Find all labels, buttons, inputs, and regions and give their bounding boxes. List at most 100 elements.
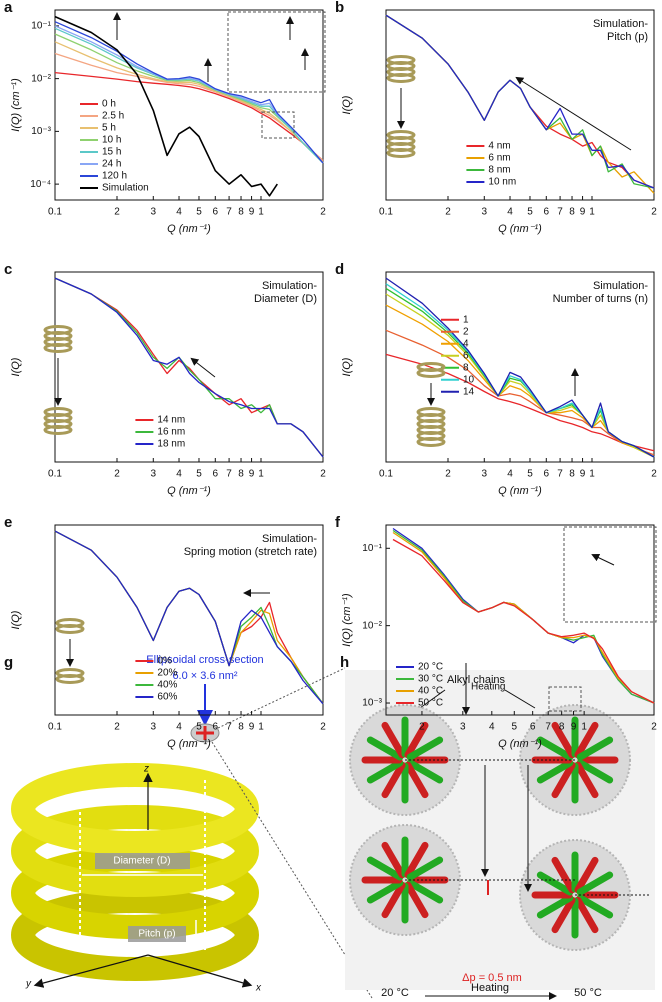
x-tick-label: 8 [569, 207, 575, 218]
helix-icon [43, 343, 73, 353]
plot-frame [385, 9, 655, 201]
x-tick-label: 1 [258, 469, 264, 480]
x-tick-label: 2 [651, 722, 657, 733]
panel-label: b [335, 0, 344, 16]
y-axis-label: I(Q) [10, 357, 22, 376]
x-tick-label: 2 [114, 469, 120, 480]
series-line [54, 15, 278, 197]
axis-label: x [255, 983, 262, 994]
y-tick-label: 10⁻¹ [31, 21, 51, 32]
chart-panel: f 2 3 4 5 6 7 8 9 1 2 10⁻³ 10⁻² 10⁻¹ Q (nm⁻¹) I(Q) (cm⁻… [335, 514, 657, 750]
panel-label: c [4, 261, 12, 278]
x-tick-label: 9 [249, 469, 255, 480]
legend-label: 14 nm [157, 415, 185, 426]
x-tick-label: 1 [589, 207, 595, 218]
x-tick-label: 1 [589, 469, 595, 480]
legend-label: 20% [157, 668, 177, 679]
plot-frame [385, 271, 655, 463]
legend-label: 6 nm [488, 153, 510, 164]
series-line [54, 71, 324, 161]
x-tick-label: 8 [569, 469, 575, 480]
x-tick-label: 2 [651, 469, 657, 480]
legend-label: Simulation [102, 183, 149, 194]
cross-section-label: Ellipsoidal cross-section [146, 654, 263, 666]
alkyl-label: Alkyl chains [447, 674, 506, 686]
x-tick-label: 2 [445, 469, 451, 480]
panel-label: e [4, 514, 12, 531]
x-tick-label: 7 [226, 207, 232, 218]
x-tick-label: 6 [530, 722, 536, 733]
x-tick-label: 5 [196, 207, 202, 218]
pointer [419, 689, 446, 709]
zoom-line [217, 667, 346, 729]
y-axis-label: I(Q) [10, 610, 22, 629]
chain [536, 871, 574, 896]
helix-icon [43, 425, 73, 435]
x-tick-label: 9 [571, 722, 577, 733]
x-axis-label: Q (nm⁻¹) [498, 738, 542, 750]
x-tick-label: 3 [482, 207, 488, 218]
x-axis-label: Q (nm⁻¹) [167, 223, 211, 235]
helix-icon [386, 73, 416, 83]
legend-label: 14 [463, 386, 475, 397]
x-tick-label: 5 [512, 722, 518, 733]
chain [574, 856, 599, 894]
x-tick-label: 2 [114, 722, 120, 733]
x-axis-label: Q (nm⁻¹) [167, 485, 211, 497]
legend-label: 6 [463, 350, 469, 361]
series-line [54, 21, 324, 164]
helix-icon [55, 674, 85, 684]
helix-icon [416, 368, 446, 378]
chain [404, 881, 429, 919]
x-tick-label: 7 [557, 469, 563, 480]
chain [406, 759, 444, 784]
annotation: Number of turns (n) [553, 293, 648, 305]
chain [381, 721, 406, 759]
panel-label: h [340, 654, 349, 671]
y-tick-label: 10⁻¹ [362, 543, 382, 554]
legend-label: 10 nm [488, 177, 516, 188]
x-axis [147, 954, 253, 988]
chain [404, 841, 429, 879]
y-tick-label: 10⁻³ [362, 698, 382, 709]
legend-label: 0% [157, 656, 172, 667]
chain [551, 896, 576, 934]
cross-section-area: 6.0 × 3.6 nm² [172, 670, 237, 682]
annotation: Spring motion (stretch rate) [184, 546, 317, 558]
pitch-label: Pitch (p) [138, 929, 175, 940]
x-tick-label: 0.1 [48, 469, 62, 480]
diameter-label: Diameter (D) [113, 856, 170, 867]
plot-frame [385, 524, 655, 716]
x-axis-label: Q (nm⁻¹) [498, 485, 542, 497]
legend-label: 4 [463, 338, 469, 349]
x-tick-label: 1 [258, 207, 264, 218]
panel-h: h Alkyl chains Δp = 0.5 nm 20 °C Heating… [340, 654, 655, 1000]
series-line [54, 33, 324, 164]
chain [381, 881, 406, 919]
label-box [95, 853, 190, 869]
chain [551, 761, 576, 799]
x-tick-label: 7 [557, 207, 563, 218]
legend-label: 60% [157, 692, 177, 703]
x-tick-label: 2 [419, 722, 425, 733]
series-line [54, 41, 324, 163]
y-tick-label: 10⁻² [31, 73, 51, 84]
trend-arrow [591, 553, 615, 566]
y-axis-label: I(Q) (cm⁻¹) [10, 78, 22, 132]
chain [551, 856, 576, 894]
chain [551, 721, 576, 759]
series-line [54, 27, 324, 164]
x-tick-label: 2 [445, 207, 451, 218]
series-line [385, 277, 655, 458]
legend-label: 15 h [102, 147, 121, 158]
x-tick-label: 6 [544, 469, 550, 480]
panel-label: g [4, 654, 13, 671]
x-tick-label: 3 [482, 469, 488, 480]
y-tick-label: 10⁻⁴ [30, 179, 51, 190]
annotation: Diameter (D) [254, 293, 317, 305]
chain [366, 759, 404, 784]
trend-arrow [515, 76, 632, 151]
x-tick-label: 4 [489, 722, 495, 733]
chain [406, 879, 444, 904]
